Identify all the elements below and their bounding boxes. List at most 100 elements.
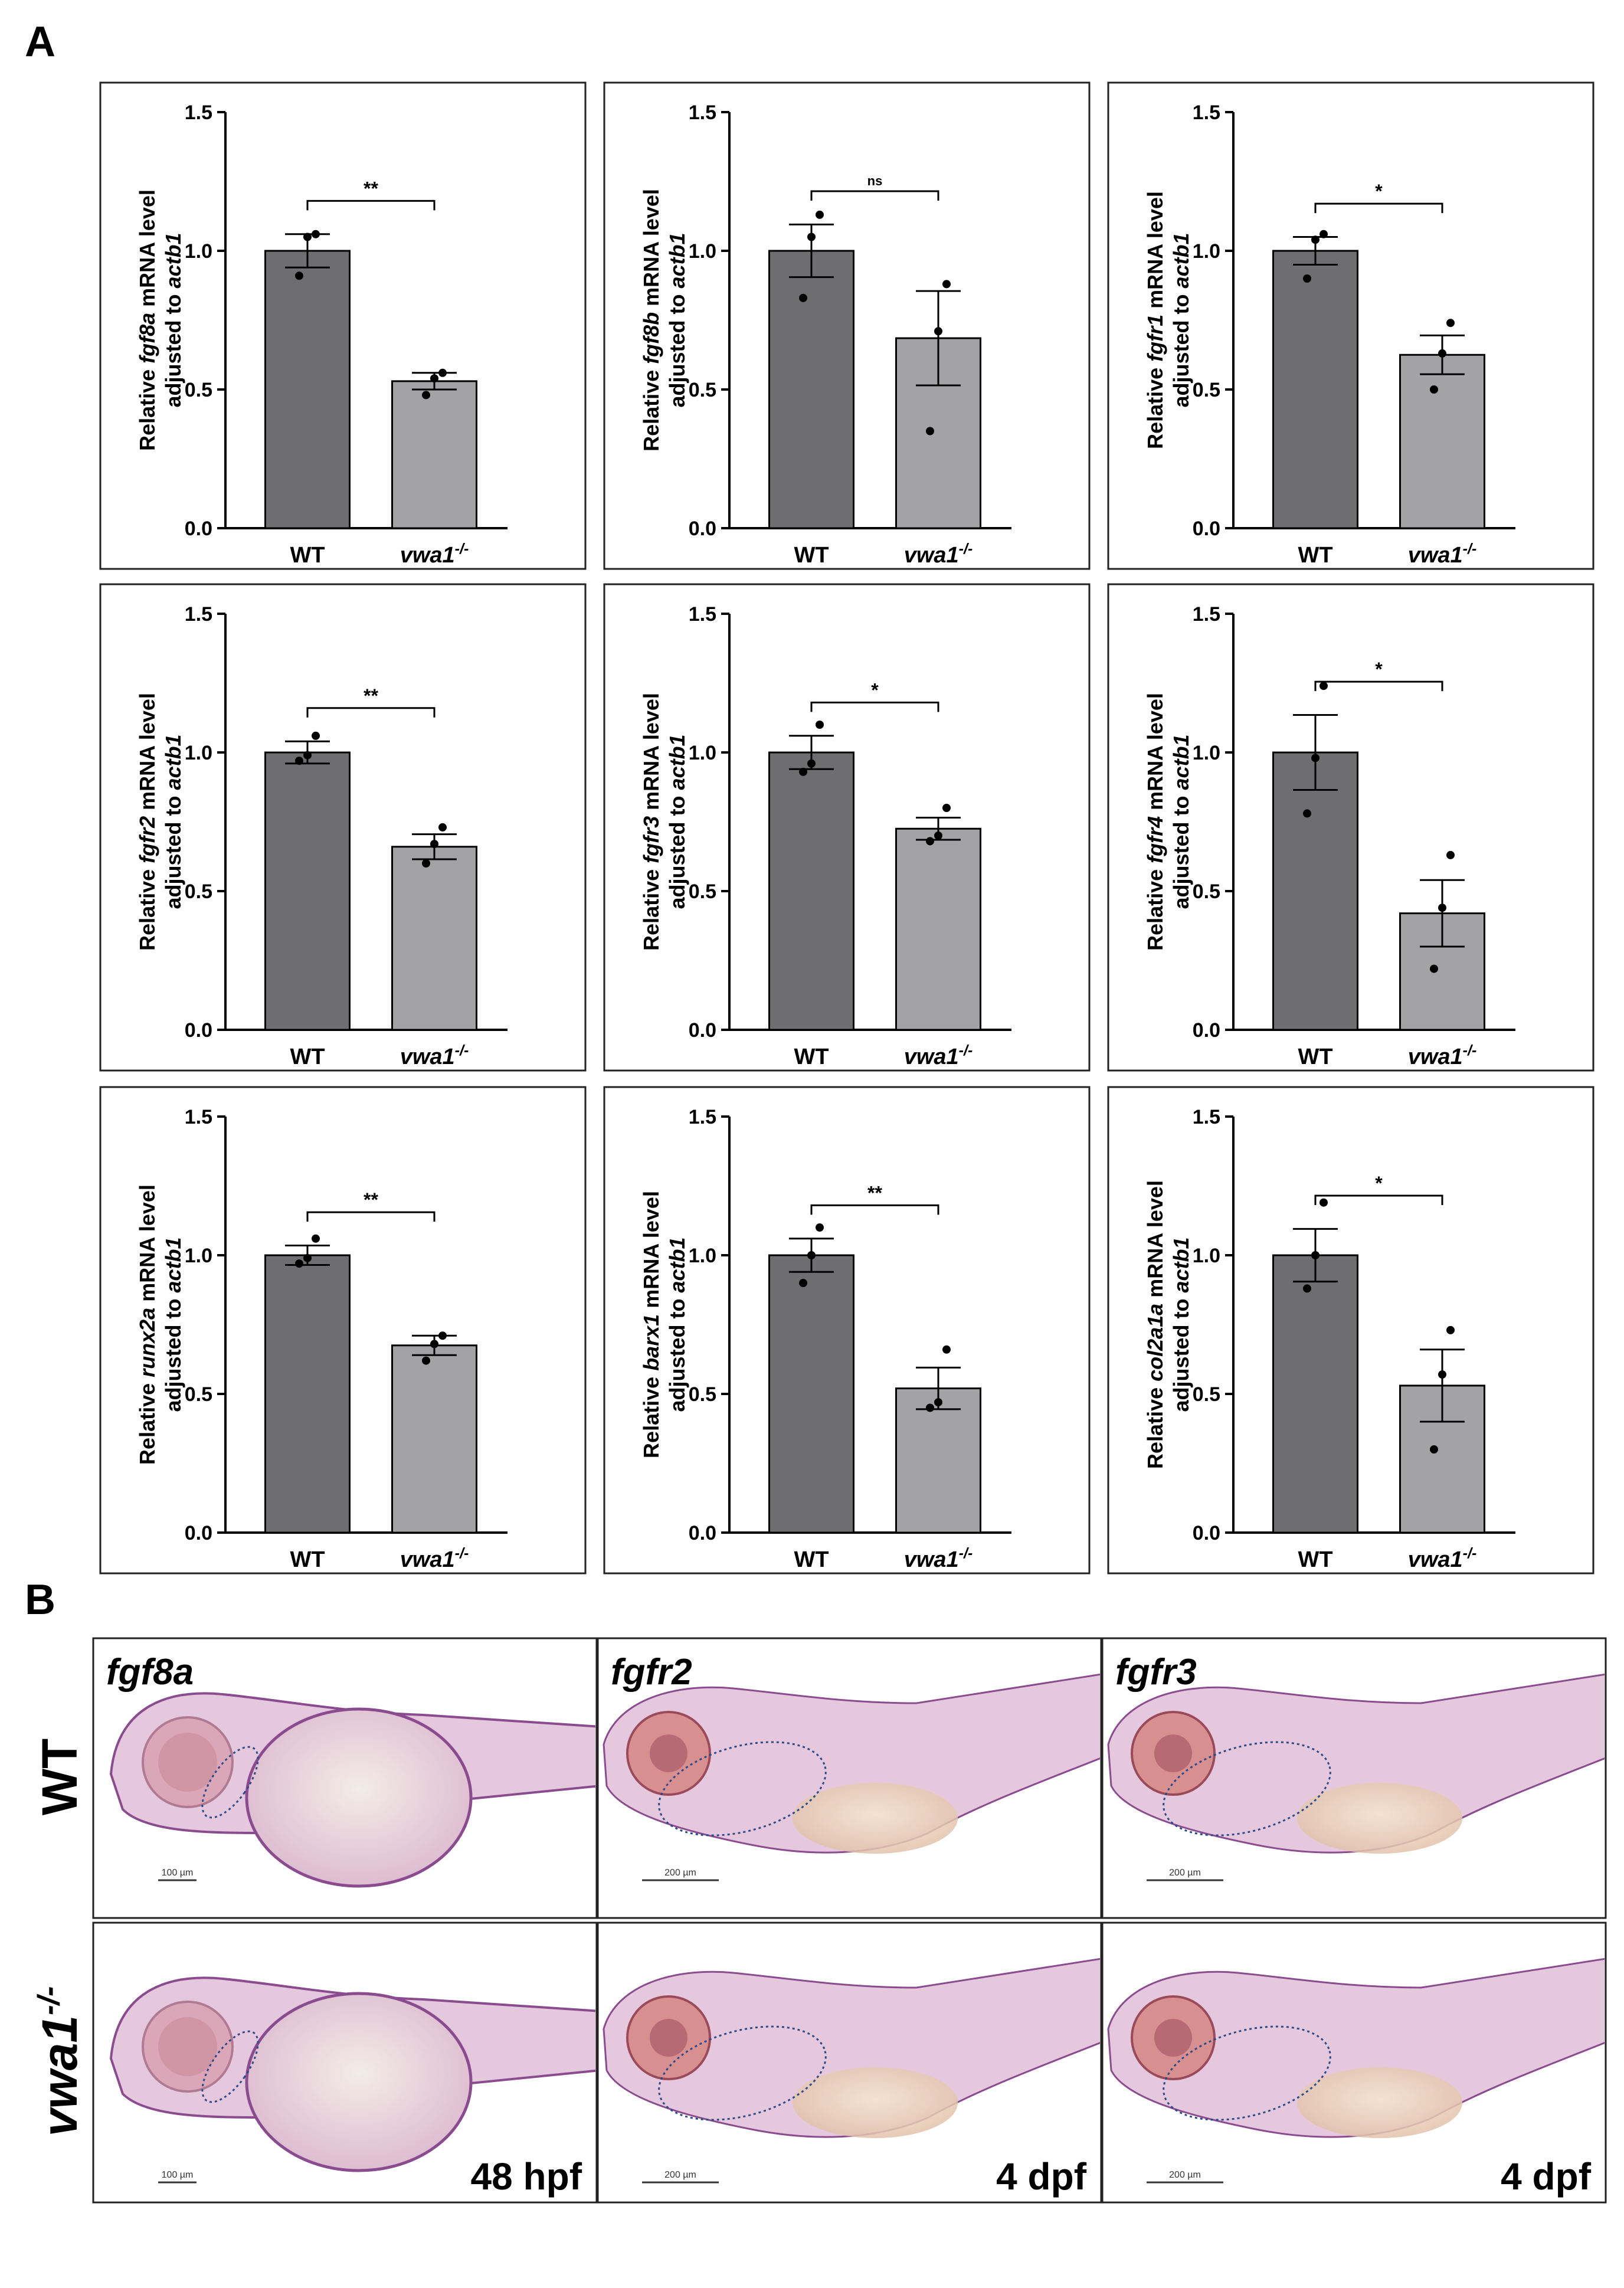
data-point	[799, 293, 807, 302]
data-point	[816, 210, 824, 219]
data-point	[1311, 1251, 1320, 1259]
eye-lens	[1154, 1734, 1192, 1772]
bar-wt	[768, 1254, 854, 1534]
y-tick-label: 1.0	[689, 742, 716, 764]
data-point	[422, 1356, 430, 1365]
dashed-region-outline	[658, 1741, 827, 1837]
y-axis-label-line2: adjusted to actb1	[161, 233, 185, 407]
data-point	[312, 1234, 320, 1243]
y-tick-label: 1.0	[1193, 1245, 1220, 1267]
y-tick-label: 1.0	[1193, 742, 1220, 764]
y-tick-label: 0.0	[689, 1522, 716, 1544]
bar-vwa1	[895, 1387, 981, 1534]
timepoint-label: 4 dpf	[996, 2155, 1087, 2198]
data-point	[1446, 1325, 1455, 1334]
data-point	[926, 1403, 934, 1412]
x-label-wt: WT	[290, 1045, 325, 1069]
y-tick-label: 0.0	[689, 1019, 716, 1042]
y-tick-label: 0.0	[185, 1019, 212, 1042]
data-point	[934, 327, 942, 336]
scale-bar-label: 200 µm	[664, 2170, 696, 2180]
y-tick-label: 1.5	[1193, 1106, 1220, 1128]
bar-vwa1	[391, 380, 477, 529]
yolk	[245, 1707, 473, 1888]
significance-label: *	[1375, 659, 1383, 680]
data-point	[312, 731, 320, 740]
embryo-body	[1107, 1958, 1605, 2138]
x-label-vwa1: vwa1-/-	[904, 1042, 973, 1069]
scale-bar-label: 100 µm	[162, 1868, 194, 1878]
y-tick-label: 0.5	[1193, 1383, 1220, 1406]
significance-bracket	[1314, 202, 1443, 214]
data-point	[807, 233, 816, 241]
chart-frame	[1107, 1086, 1594, 1575]
y-tick-label: 0.5	[689, 880, 716, 903]
data-point	[1303, 274, 1311, 283]
chart-fgfr4: 0.0 0.5 1.0 1.5 * WT vwa1-/- Relative fgfr4 mRN…	[1107, 583, 1594, 1072]
chart-fgfr2: 0.0 0.5 1.0 1.5 ** WT vwa1-/- Relative fgfr2 mR…	[99, 583, 587, 1072]
data-point	[295, 757, 303, 765]
y-axis-label: Relative fgf8a mRNA level	[135, 189, 159, 451]
x-label-wt: WT	[1298, 543, 1332, 568]
bar-wt	[1272, 1254, 1358, 1534]
data-point	[1446, 319, 1455, 328]
data-point	[1311, 754, 1320, 762]
significance-bracket	[810, 190, 939, 201]
y-tick-label: 1.5	[689, 1106, 716, 1128]
y-tick-label: 0.5	[185, 880, 212, 903]
bar-wt	[264, 250, 351, 529]
bar-wt	[768, 250, 854, 529]
embryo	[1107, 1958, 1605, 2138]
y-tick-label: 1.5	[185, 603, 212, 626]
y-tick-label: 0.0	[185, 518, 212, 540]
data-point	[430, 840, 438, 849]
data-point	[430, 1340, 438, 1348]
x-label-wt: WT	[794, 1045, 829, 1069]
y-tick-label: 1.0	[185, 742, 212, 764]
embryo-image-grid: WT vwa1-/- 100 µm fgf8a 200 µm fgfr2 200 µm fgf…	[32, 1637, 1607, 2204]
y-axis-label: Relative fgfr2 mRNA level	[135, 693, 159, 951]
data-point	[942, 1345, 951, 1354]
yolk	[245, 1992, 473, 2172]
data-point	[422, 859, 430, 868]
significance-bracket	[810, 701, 939, 712]
y-axis-label-line2: adjusted to actb1	[1169, 233, 1193, 407]
data-point	[799, 767, 807, 776]
row-label-wt: WT	[32, 1739, 87, 1816]
x-label-vwa1: vwa1-/-	[1408, 541, 1477, 568]
y-tick-label: 0.0	[1193, 518, 1220, 540]
embryo	[603, 1958, 1100, 2138]
data-point	[1438, 349, 1446, 358]
dashed-region-outline	[658, 2025, 827, 2121]
y-tick-label: 0.5	[689, 379, 716, 401]
embryo	[109, 1976, 595, 2172]
data-point	[934, 1398, 942, 1407]
eye-lens	[650, 2019, 687, 2057]
chart-fgfr1: 0.0 0.5 1.0 1.5 * WT vwa1-/- Relative fgfr1 mRN…	[1107, 81, 1594, 570]
scale-bar-label: 200 µm	[1169, 1868, 1201, 1878]
data-point	[926, 837, 934, 846]
y-tick-label: 1.0	[185, 1245, 212, 1267]
y-axis-label: Relative fgfr1 mRNA level	[1143, 191, 1167, 449]
data-point	[1320, 1198, 1328, 1207]
bar-vwa1	[391, 1344, 477, 1534]
chart-col2a1a: 0.0 0.5 1.0 1.5 * WT vwa1-/- Relative col2a1a m…	[1107, 1086, 1594, 1575]
data-point	[807, 1251, 816, 1259]
data-point	[303, 1253, 312, 1262]
chart-frame	[99, 1086, 587, 1575]
y-tick-label: 0.5	[1193, 379, 1220, 401]
significance-bracket	[306, 199, 436, 211]
eye-lens	[650, 1734, 687, 1772]
significance-bracket	[1314, 1194, 1443, 1205]
bar-vwa1	[391, 846, 477, 1031]
significance-label: *	[1375, 1173, 1383, 1194]
x-label-vwa1: vwa1-/-	[904, 1545, 973, 1572]
significance-bracket	[306, 707, 436, 718]
y-tick-label: 0.5	[1193, 880, 1220, 903]
embryo-panel-vwa1-4: 200 µm 4 dpf	[597, 1922, 1102, 2204]
y-tick-label: 1.5	[1193, 102, 1220, 124]
y-axis-label-line2: adjusted to actb1	[161, 1237, 185, 1412]
x-label-vwa1: vwa1-/-	[1408, 1545, 1477, 1572]
data-point	[934, 832, 942, 840]
gene-label: fgf8a	[106, 1652, 194, 1693]
